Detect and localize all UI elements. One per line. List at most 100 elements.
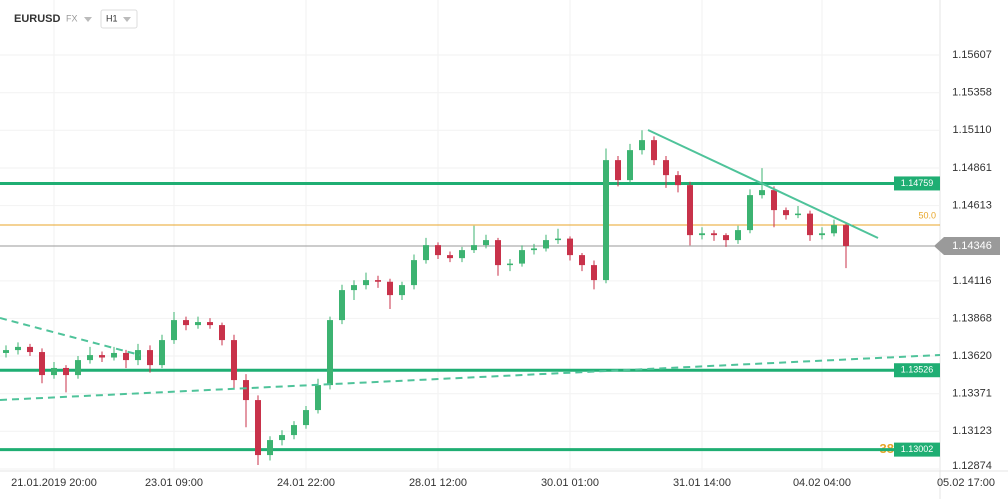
candle-body (315, 385, 321, 411)
candle-body (651, 140, 657, 161)
timeframe-box[interactable] (100, 9, 138, 29)
candle-body (531, 248, 537, 251)
y-tick-label: 1.13868 (952, 312, 992, 324)
candle-body (783, 210, 789, 216)
x-tick-label: 21.01.2019 20:00 (11, 477, 97, 489)
candle-body (579, 255, 585, 266)
dropdown-arrow[interactable] (84, 17, 92, 22)
candle-body (99, 355, 105, 358)
candle-body (387, 281, 393, 296)
candle-body (687, 185, 693, 236)
y-tick-label: 1.13123 (952, 425, 992, 437)
dropdown-arrow[interactable] (123, 17, 131, 22)
candle-body (219, 325, 225, 341)
x-tick-label: 05.02 17:00 (937, 477, 995, 489)
candle-body (87, 355, 93, 361)
candle-body (159, 340, 165, 366)
candle-body (819, 233, 825, 236)
candle-body (759, 190, 765, 196)
y-tick-label: 1.14861 (952, 162, 992, 174)
candle-body (843, 225, 849, 247)
candle-body (615, 160, 621, 181)
candle-body (375, 280, 381, 282)
candle-body (231, 340, 237, 381)
candle-body (171, 320, 177, 341)
current-price-label: 1.14346 (952, 240, 992, 252)
candle-body (111, 352, 117, 358)
candle-body (123, 352, 129, 361)
candle-body (507, 263, 513, 266)
candle-body (147, 350, 153, 366)
y-tick-label: 1.14116 (953, 275, 992, 287)
candle-body (675, 175, 681, 186)
x-tick-label: 24.01 22:00 (277, 477, 335, 489)
candle-body (591, 265, 597, 281)
candle-body (711, 233, 717, 236)
candle-body (795, 213, 801, 216)
candle-body (15, 346, 21, 351)
y-tick-label: 1.15358 (952, 87, 992, 99)
candle-body (411, 260, 417, 286)
candle-body (723, 235, 729, 241)
candle-body (51, 367, 57, 376)
x-tick-label: 28.01 12:00 (409, 477, 467, 489)
candle-body (435, 245, 441, 256)
candle-body (747, 195, 753, 231)
candle-body (279, 435, 285, 441)
y-tick-label: 1.13620 (952, 350, 992, 362)
level-price-label: 1.13002 (901, 444, 934, 454)
candle-body (399, 285, 405, 296)
level-price-label: 1.14759 (901, 178, 934, 188)
level-price-box (894, 442, 940, 457)
candle-body (39, 352, 45, 376)
candle-body (27, 346, 33, 353)
candle-body (771, 190, 777, 211)
x-tick-label: 04.02 04:00 (793, 477, 851, 489)
candle-body (627, 150, 633, 181)
candle-body (255, 400, 261, 456)
candle-body (423, 245, 429, 261)
candle-body (3, 350, 9, 353)
candle-body (735, 230, 741, 241)
candle-body (291, 425, 297, 436)
candle-body (471, 245, 477, 251)
candle-body (483, 240, 489, 246)
candle-body (303, 410, 309, 426)
candle-body (555, 238, 561, 241)
candle-body (459, 250, 465, 259)
level-price-box (894, 363, 940, 378)
candle-body (807, 213, 813, 236)
candle-body (351, 285, 357, 291)
symbol[interactable]: EURUSD (14, 13, 61, 25)
candle-body (831, 225, 837, 234)
y-tick-label: 1.15110 (953, 124, 992, 136)
fib-label: 50.0 (918, 210, 936, 220)
candle-body (567, 238, 573, 256)
candle-body (639, 140, 645, 151)
candle-body (327, 320, 333, 386)
market[interactable]: FX (66, 13, 78, 23)
candle-body (183, 320, 189, 326)
candle-body (447, 255, 453, 259)
trend-line (647, 129, 879, 239)
candle-body (363, 280, 369, 286)
y-tick-label: 1.15607 (952, 49, 992, 61)
y-tick-label: 1.13371 (952, 388, 992, 400)
candle-body (543, 240, 549, 249)
y-tick-label: 1.14613 (952, 199, 992, 211)
level-price-box (894, 176, 940, 191)
candle-body (663, 160, 669, 176)
candle-body (207, 322, 213, 326)
plot: 50.038 (0, 0, 940, 471)
trend-line-dashed (0, 354, 941, 401)
timeframe[interactable]: H1 (106, 13, 118, 23)
candle-body (267, 440, 273, 456)
y-tick-label: 1.12874 (952, 460, 992, 472)
candle-body (603, 160, 609, 281)
candle-body (195, 322, 201, 326)
candle-body (243, 380, 249, 401)
x-tick-label: 30.01 01:00 (541, 477, 599, 489)
candle-body (519, 250, 525, 264)
